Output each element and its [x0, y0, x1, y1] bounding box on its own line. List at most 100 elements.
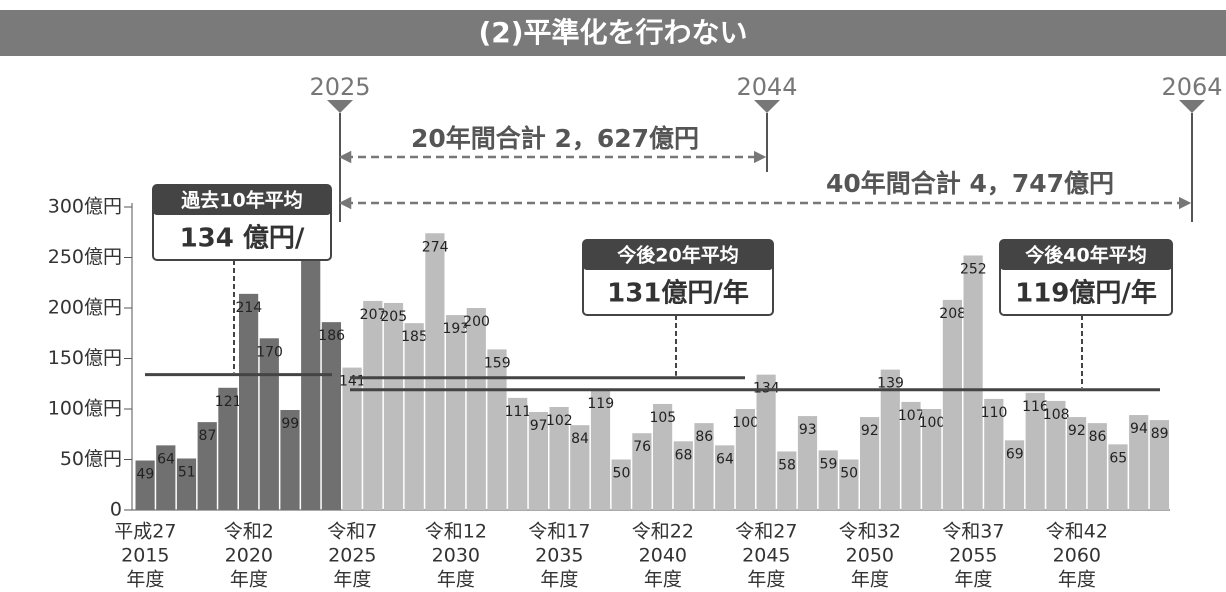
average-box-header [153, 185, 331, 215]
value-label: 65 [1109, 450, 1127, 466]
bar [777, 451, 797, 510]
bar [984, 398, 1004, 510]
x-tick-label: 年度 [747, 569, 785, 591]
bar [942, 299, 962, 510]
value-label: 86 [1089, 429, 1107, 445]
bar [570, 425, 590, 510]
x-tick-label: 2020 [225, 545, 273, 567]
y-tick-label: 200億円 [48, 297, 122, 319]
year-marker-label: 2064 [1161, 73, 1222, 101]
bar [756, 374, 776, 510]
value-label: 93 [799, 422, 817, 438]
value-label: 87 [199, 428, 217, 444]
year-marker [1179, 100, 1205, 113]
value-label: 51 [178, 464, 196, 480]
value-label: 200 [463, 314, 490, 330]
bar [1108, 444, 1128, 510]
bar [632, 433, 652, 510]
value-label: 207 [360, 307, 387, 323]
value-label: 186 [318, 328, 345, 344]
bar [1004, 440, 1025, 510]
value-label: 50 [613, 466, 631, 482]
bar [922, 409, 942, 510]
bar [1067, 417, 1087, 510]
value-label: 139 [877, 376, 904, 392]
value-label: 170 [256, 344, 283, 360]
x-tick-label: 令和17 [528, 521, 590, 543]
value-label: 159 [484, 355, 511, 371]
bar [383, 302, 404, 510]
bar [1025, 392, 1045, 510]
x-tick-label: 2015 [121, 545, 169, 567]
value-label: 84 [571, 431, 589, 447]
x-tick-label: 令和32 [839, 521, 901, 543]
bar [653, 403, 673, 510]
bar [404, 323, 424, 510]
average-name: 今後20年平均 [616, 244, 738, 267]
value-label: 205 [380, 309, 407, 325]
value-label: 193 [442, 321, 469, 337]
average-value: 131億円/年 [607, 278, 749, 309]
x-tick-label: 令和37 [942, 521, 1004, 543]
value-label: 100 [732, 415, 759, 431]
average-name: 今後40年平均 [1024, 244, 1146, 267]
bar [860, 417, 880, 510]
value-label: 69 [1006, 446, 1024, 462]
value-label: 208 [939, 306, 966, 322]
bar [280, 410, 300, 510]
x-tick-label: 令和7 [327, 521, 377, 543]
value-label: 89 [1151, 426, 1169, 442]
value-label: 102 [546, 413, 573, 429]
value-label: 185 [401, 329, 428, 345]
bar [715, 445, 735, 510]
value-label: 252 [960, 261, 987, 277]
bar [880, 369, 900, 510]
chart-title: (2)平準化を行わない [478, 16, 747, 49]
value-label: 59 [820, 456, 838, 472]
value-label: 86 [695, 429, 713, 445]
bar [694, 423, 714, 510]
value-label: 58 [778, 457, 796, 473]
value-label: 99 [281, 416, 299, 432]
x-tick-label: 令和12 [425, 521, 487, 543]
x-tick-label: 年度 [1058, 569, 1096, 591]
x-tick-label: 年度 [333, 569, 371, 591]
year-marker-label: 2044 [736, 73, 797, 101]
bar [528, 412, 548, 510]
bar [590, 389, 611, 510]
x-tick-label: 年度 [437, 569, 475, 591]
average-value: 134 億円/ [180, 224, 305, 254]
bar [363, 300, 383, 510]
value-label: 119 [587, 396, 614, 412]
bar [1129, 415, 1149, 510]
value-label: 214 [235, 300, 262, 316]
value-label: 97 [530, 418, 548, 434]
x-tick-label: 年度 [851, 569, 889, 591]
span-label: 20年間合計 2，627億円 [411, 124, 699, 153]
bar [135, 460, 155, 510]
bar [1087, 423, 1107, 510]
bar [218, 387, 238, 510]
bar [508, 397, 528, 510]
y-tick-label: 50億円 [60, 448, 122, 470]
x-tick-label: 2060 [1053, 545, 1101, 567]
x-tick-label: 年度 [954, 569, 992, 591]
y-tick-label: 0 [110, 499, 122, 521]
value-label: 110 [981, 405, 1008, 421]
bar [1149, 420, 1169, 510]
value-label: 141 [339, 374, 366, 390]
value-label: 68 [675, 447, 693, 463]
average-value: 119億円/年 [1015, 278, 1157, 309]
x-tick-label: 平成27 [114, 521, 176, 543]
bar [735, 409, 755, 510]
bar [487, 349, 507, 510]
value-label: 108 [1043, 407, 1070, 423]
value-label: 100 [919, 415, 946, 431]
average-box-header [583, 240, 773, 270]
value-label: 105 [649, 410, 676, 426]
x-tick-label: 年度 [540, 569, 578, 591]
bar [901, 401, 921, 510]
y-tick-label: 100億円 [48, 398, 122, 420]
value-label: 116 [1022, 399, 1049, 415]
x-tick-label: 2025 [328, 545, 376, 567]
